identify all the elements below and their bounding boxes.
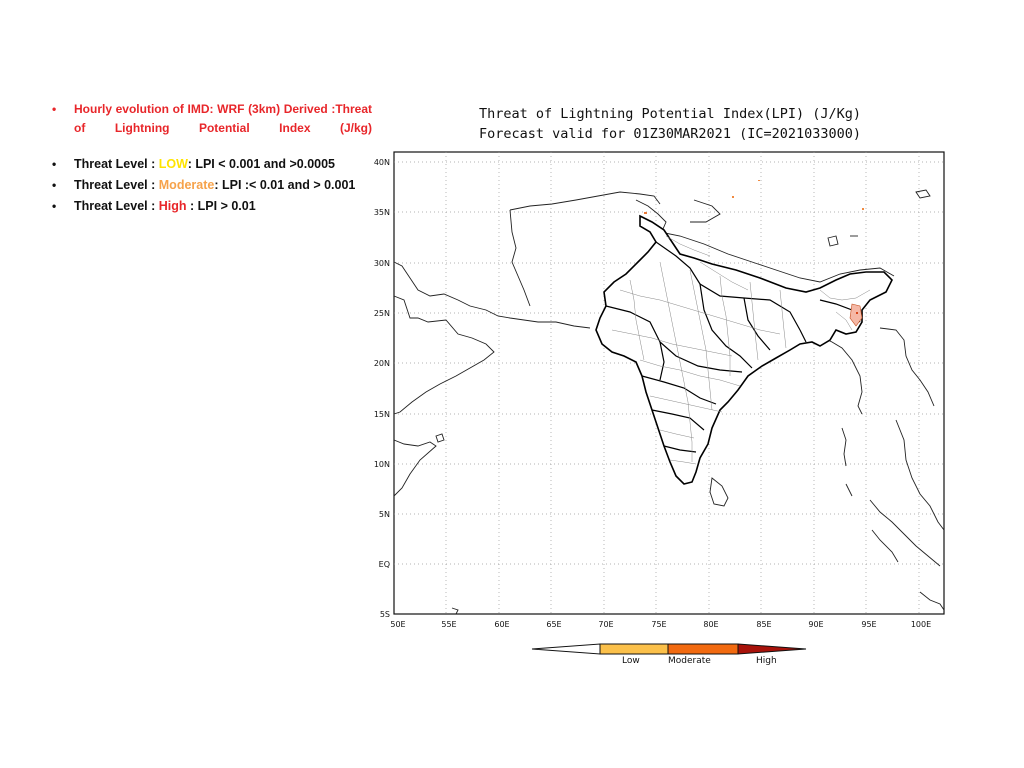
threat-level-low: • Threat Level : LOW: LPI < 0.001 and >0… bbox=[52, 157, 336, 171]
threat-level-high: • Threat Level : High : LPI > 0.01 bbox=[52, 199, 256, 213]
map-title-line1: Threat of Lightning Potential Index(LPI)… bbox=[478, 106, 861, 122]
lon-tick-labels: 50E 55E 60E 65E 70E 75E 80E 85E 90E 95E … bbox=[390, 620, 931, 629]
lon-tick: 70E bbox=[598, 620, 613, 629]
level-name-moderate: Moderate bbox=[158, 178, 215, 192]
lat-tick: 25N bbox=[374, 309, 390, 318]
lon-tick: 100E bbox=[911, 620, 931, 629]
info-panel: • Hourly evolution of IMD: WRF (3km) Der… bbox=[52, 100, 372, 217]
lat-tick: EQ bbox=[379, 560, 390, 569]
lat-tick-labels: 40N 35N 30N 25N 20N 15N 10N 5N EQ 5S bbox=[374, 158, 390, 619]
lat-tick: 15N bbox=[374, 410, 390, 419]
india-map bbox=[595, 180, 893, 507]
lon-tick: 65E bbox=[546, 620, 561, 629]
color-legend: Low Moderate High bbox=[531, 643, 807, 666]
map-title-line2: Forecast valid for 01Z30MAR2021 (IC=2021… bbox=[478, 126, 861, 142]
lon-tick: 95E bbox=[861, 620, 876, 629]
level-name-low: LOW bbox=[158, 157, 188, 171]
lon-tick: 90E bbox=[808, 620, 823, 629]
legend-swatch-low bbox=[599, 643, 669, 655]
level-name-high: High bbox=[158, 199, 187, 213]
lat-tick: 35N bbox=[374, 208, 390, 217]
lon-tick: 60E bbox=[494, 620, 509, 629]
legend-label-moderate: Moderate bbox=[668, 656, 711, 666]
bullet: • bbox=[52, 102, 57, 116]
lat-tick: 30N bbox=[374, 259, 390, 268]
coastlines bbox=[393, 189, 945, 615]
lon-tick: 75E bbox=[651, 620, 666, 629]
legend-label-low: Low bbox=[622, 656, 640, 666]
lon-tick: 80E bbox=[703, 620, 718, 629]
lat-tick: 10N bbox=[374, 460, 390, 469]
lon-tick: 85E bbox=[756, 620, 771, 629]
lat-tick: 20N bbox=[374, 359, 390, 368]
lat-tick: 5S bbox=[380, 610, 390, 619]
legend-swatch-moderate bbox=[667, 643, 739, 655]
headline: • Hourly evolution of IMD: WRF (3km) Der… bbox=[52, 100, 372, 138]
threat-level-moderate: • Threat Level : Moderate: LPI :< 0.01 a… bbox=[52, 178, 356, 192]
lon-tick: 50E bbox=[390, 620, 405, 629]
headline-text: Hourly evolution of IMD: WRF (3km) Deriv… bbox=[74, 102, 372, 135]
lat-tick: 40N bbox=[374, 158, 390, 167]
legend-label-high: High bbox=[756, 656, 777, 666]
lat-tick: 5N bbox=[379, 510, 390, 519]
legend-swatch-none bbox=[531, 643, 601, 655]
legend-swatch-high bbox=[737, 643, 807, 655]
lon-tick: 55E bbox=[441, 620, 456, 629]
lpi-threat-spots bbox=[644, 180, 864, 327]
